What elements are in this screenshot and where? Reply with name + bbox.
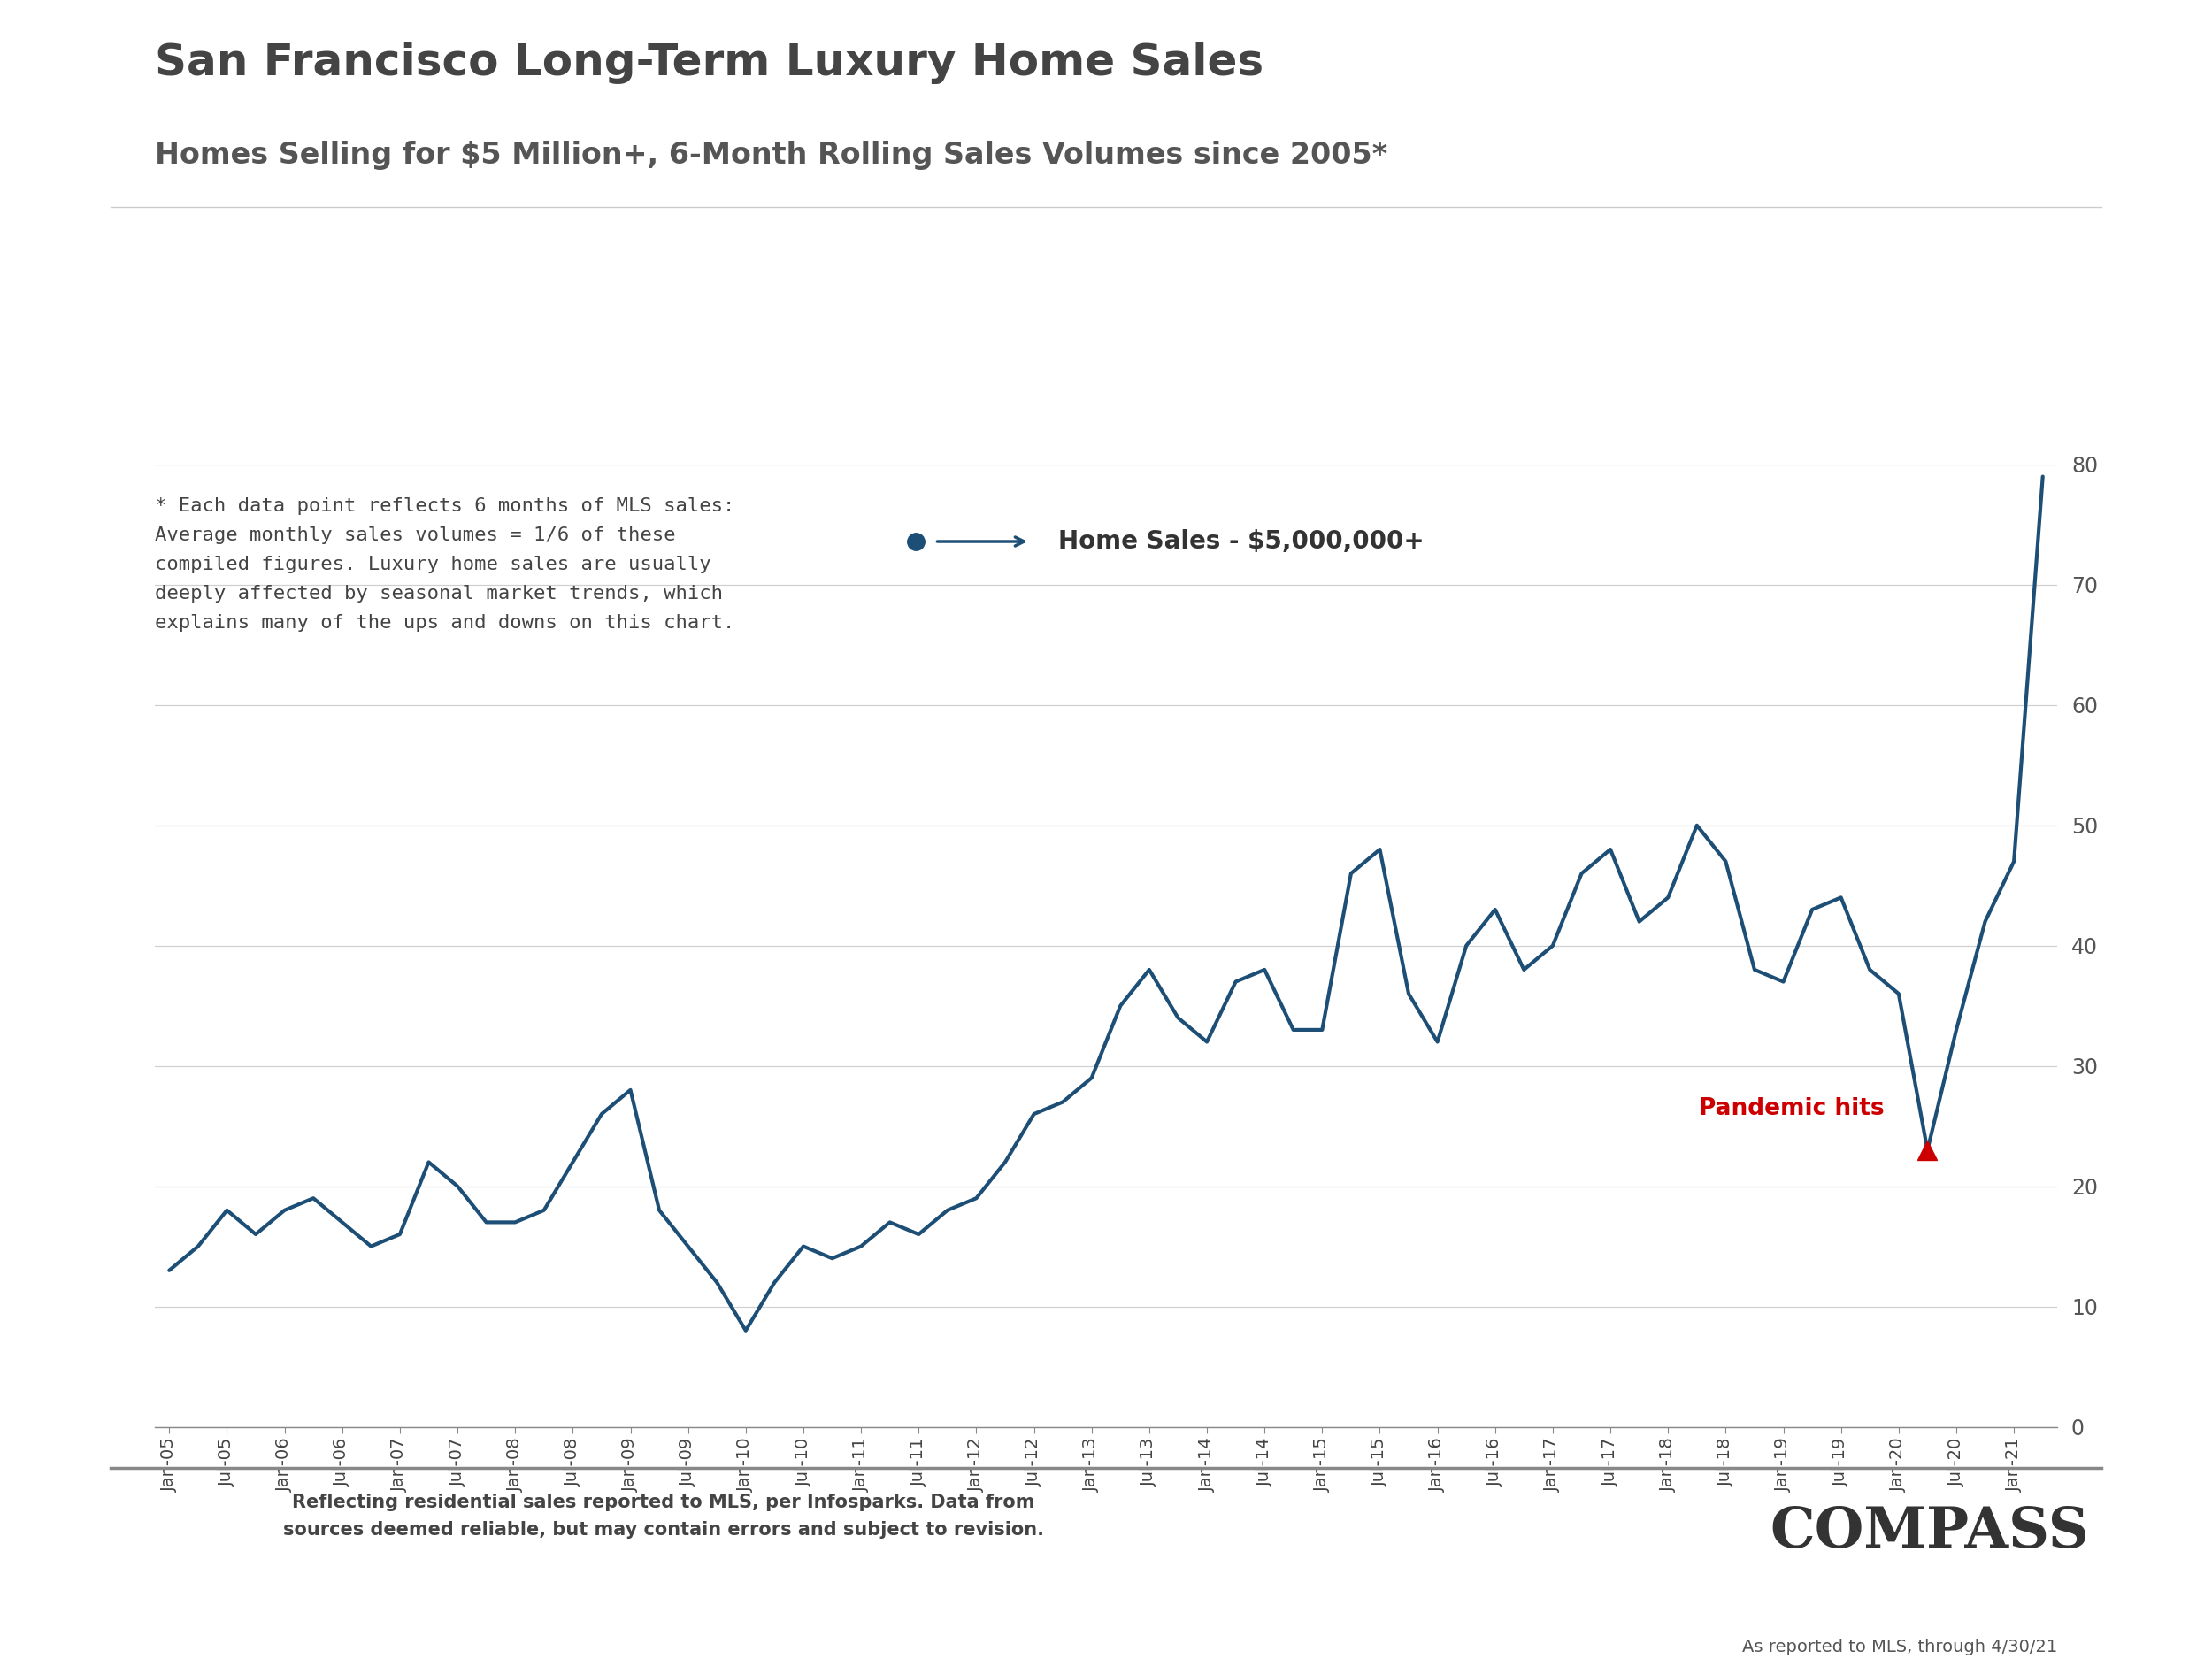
Text: San Francisco Long-Term Luxury Home Sales: San Francisco Long-Term Luxury Home Sale… xyxy=(155,41,1263,85)
Text: As reported to MLS, through 4/30/21: As reported to MLS, through 4/30/21 xyxy=(1743,1639,2057,1656)
Text: COMPASS: COMPASS xyxy=(1770,1505,2088,1559)
Text: * Each data point reflects 6 months of MLS sales:
Average monthly sales volumes : * Each data point reflects 6 months of M… xyxy=(155,498,734,632)
Text: Home Sales - $5,000,000+: Home Sales - $5,000,000+ xyxy=(1060,529,1425,554)
Text: Pandemic hits: Pandemic hits xyxy=(1699,1097,1885,1120)
Text: Reflecting residential sales reported to MLS, per Infosparks. Data from
sources : Reflecting residential sales reported to… xyxy=(283,1493,1044,1538)
Text: Homes Selling for $5 Million+, 6-Month Rolling Sales Volumes since 2005*: Homes Selling for $5 Million+, 6-Month R… xyxy=(155,141,1387,171)
